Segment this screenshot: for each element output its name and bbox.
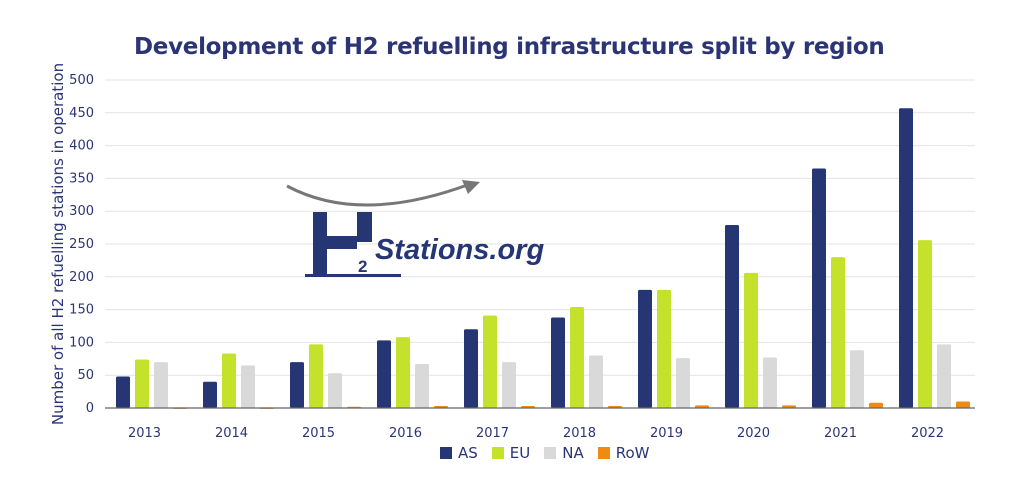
legend-label: EU — [509, 444, 531, 462]
y-tick-label: 500 — [69, 73, 94, 88]
logo-arrow-icon — [286, 182, 471, 207]
x-tick-label: 2017 — [476, 426, 509, 441]
legend-swatch — [597, 447, 610, 459]
bar-eu-2017 — [483, 315, 497, 408]
x-tick-label: 2014 — [215, 426, 248, 441]
bar-as-2019 — [638, 289, 652, 408]
bar-as-2014 — [203, 381, 217, 408]
y-tick-label: 100 — [69, 335, 94, 350]
y-tick-label: 300 — [69, 204, 94, 219]
bar-na-2013 — [154, 362, 168, 408]
y-tick-label: 150 — [69, 303, 94, 318]
legend-swatch — [440, 447, 452, 459]
bar-as-2022 — [899, 108, 913, 408]
bar-eu-2021 — [831, 257, 845, 408]
x-tick-label: 2020 — [737, 426, 770, 441]
bar-eu-2014 — [222, 353, 236, 408]
bar-eu-2015 — [309, 344, 323, 408]
tick-labels: 0 50 100 150 200 250 300 350 400 450 500 2013 2014 20… — [69, 73, 944, 441]
bars — [116, 108, 970, 409]
bar-na-2021 — [850, 350, 864, 408]
svg-text:2: 2 — [358, 257, 367, 276]
y-tick-label: 200 — [69, 270, 94, 285]
bar-eu-2020 — [744, 272, 758, 408]
bar-na-2016 — [415, 364, 429, 408]
y-tick-label: 450 — [69, 106, 94, 121]
bar-as-2020 — [725, 224, 739, 408]
bar-eu-2013 — [135, 359, 149, 408]
legend: AS EU NA RoW — [440, 444, 650, 462]
logo-arrowhead-icon — [462, 180, 480, 194]
bar-as-2016 — [377, 340, 391, 408]
bar-as-2015 — [290, 362, 304, 408]
y-tick-label: 0 — [86, 401, 94, 416]
bar-na-2022 — [937, 344, 951, 408]
bar-na-2015 — [328, 373, 342, 408]
bar-as-2021 — [812, 168, 826, 408]
bar-row-2019 — [695, 405, 709, 408]
gridlines — [105, 79, 975, 376]
bar-row-2021 — [869, 402, 883, 408]
bar-as-2018 — [551, 317, 565, 408]
bar-row-2020 — [782, 405, 796, 408]
bar-as-2017 — [464, 329, 478, 408]
y-tick-label: 400 — [69, 139, 94, 154]
legend-label: RoW — [615, 444, 650, 462]
bar-eu-2018 — [570, 306, 584, 408]
bar-as-2013 — [116, 376, 130, 408]
bar-eu-2016 — [396, 337, 410, 408]
x-tick-label: 2019 — [650, 426, 683, 441]
bar-row-2022 — [956, 401, 970, 408]
y-tick-label: 50 — [77, 368, 94, 383]
bar-na-2017 — [502, 362, 516, 408]
y-tick-label: 250 — [69, 237, 94, 252]
legend-item-na: NA — [544, 444, 584, 462]
bar-na-2018 — [589, 355, 603, 408]
bar-na-2014 — [241, 365, 255, 408]
bar-eu-2022 — [918, 240, 932, 408]
bar-na-2020 — [763, 357, 777, 408]
bar-eu-2019 — [657, 289, 671, 408]
legend-label: NA — [562, 444, 584, 462]
legend-item-eu: EU — [491, 444, 531, 462]
legend-item-row: RoW — [597, 444, 650, 462]
x-tick-label: 2021 — [824, 426, 857, 441]
h2stations-logo: 2 Stations.org — [286, 180, 544, 277]
svg-text:Stations.org: Stations.org — [375, 234, 544, 266]
y-tick-label: 350 — [69, 171, 94, 186]
legend-label: AS — [458, 444, 478, 462]
legend-swatch — [491, 447, 504, 459]
x-tick-label: 2022 — [911, 426, 944, 441]
x-tick-label: 2018 — [563, 426, 596, 441]
x-tick-label: 2016 — [389, 426, 422, 441]
x-tick-label: 2013 — [128, 426, 161, 441]
bar-na-2019 — [676, 358, 690, 408]
chart-title: Development of H2 refuelling infrastruct… — [134, 34, 885, 60]
legend-item-as: AS — [440, 444, 478, 462]
legend-swatch — [544, 447, 557, 459]
x-tick-label: 2015 — [302, 426, 335, 441]
